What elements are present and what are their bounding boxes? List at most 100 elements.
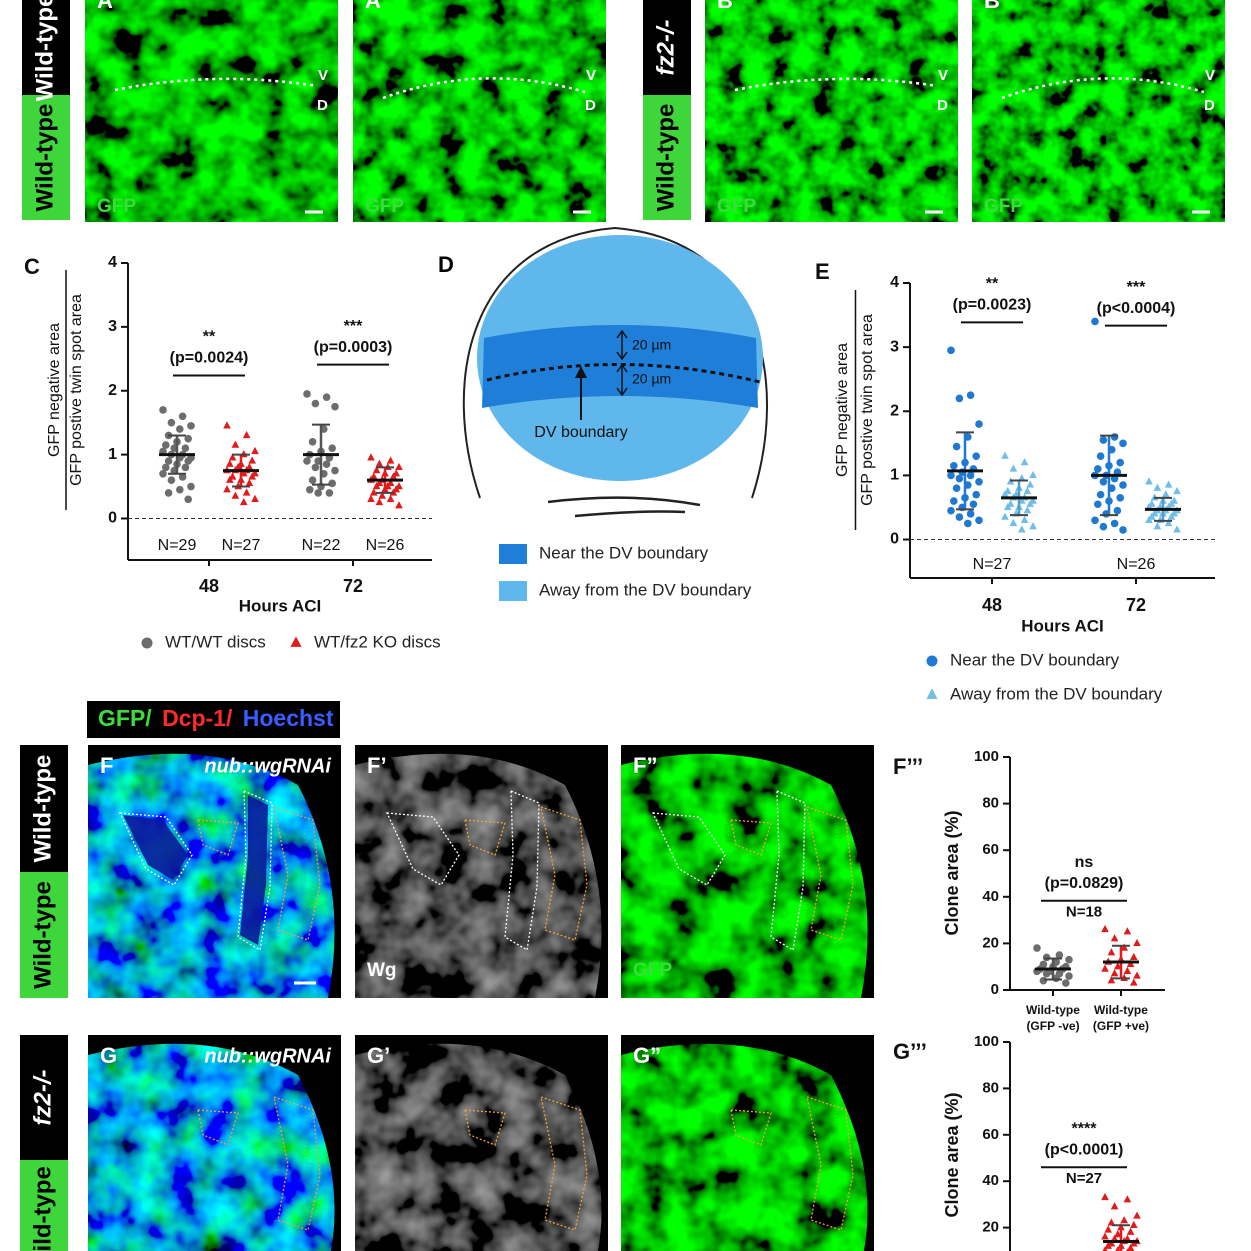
data-point <box>386 456 395 464</box>
data-point <box>231 491 240 499</box>
data-point <box>308 476 317 484</box>
data-point <box>1099 478 1108 486</box>
diagram-d: D 20 µm 20 µm DV boundary Near the DV bo… <box>438 226 768 601</box>
y-axis-label: GFP negative area <box>46 323 63 457</box>
data-point <box>1099 436 1108 444</box>
data-point <box>311 399 320 408</box>
data-point <box>178 412 187 421</box>
data-point <box>1145 515 1153 523</box>
data-point <box>1115 1246 1121 1251</box>
y-tick-label: 0 <box>991 981 999 998</box>
data-point <box>325 489 334 497</box>
data-point <box>1145 477 1153 485</box>
y-tick-label: 20 <box>982 934 999 951</box>
y-tick-label: 4 <box>890 274 899 291</box>
data-point <box>331 402 339 411</box>
micrograph <box>88 753 335 998</box>
label-bar-bottom <box>22 95 70 220</box>
label-bar-top <box>20 745 68 872</box>
data-point <box>372 481 381 490</box>
y-tick-label: 40 <box>982 888 999 905</box>
data-point <box>1120 943 1128 951</box>
arrow-heads <box>616 329 628 397</box>
data-point <box>245 478 254 487</box>
data-point <box>1126 1243 1135 1251</box>
data-point <box>1126 1248 1129 1251</box>
y-axis-label: GFP postive twin spot area <box>68 294 85 486</box>
panel-letter: C <box>24 254 40 279</box>
x-tick-label: 72 <box>1126 595 1146 615</box>
data-point <box>1153 522 1162 530</box>
micrograph <box>355 753 602 998</box>
legend-label: WT/WT discs <box>165 632 266 651</box>
panel-letter: D <box>438 252 454 277</box>
data-point <box>1104 1241 1112 1249</box>
data-point <box>1039 976 1048 985</box>
p-value: (p=0.0024) <box>170 350 249 367</box>
panel-letter: G’’’ <box>893 1039 927 1064</box>
stain-header: GFP/ Dcp-1/ Hoechst <box>98 705 334 731</box>
v-label: V <box>1205 67 1215 84</box>
panel-letter: A’ <box>365 0 386 13</box>
p-value: (p<0.0004) <box>1097 300 1176 317</box>
data-point <box>1173 486 1181 495</box>
label-bar-text: Wild-type <box>29 1166 56 1251</box>
data-point <box>378 491 386 499</box>
micrograph <box>355 1043 602 1251</box>
data-point <box>322 393 331 401</box>
significance-stars: *** <box>1127 279 1146 296</box>
data-point <box>964 519 972 528</box>
data-point <box>975 516 983 525</box>
data-point <box>1001 490 1009 498</box>
data-point <box>1133 1211 1141 1219</box>
data-point <box>375 497 384 506</box>
micrograph <box>85 0 338 222</box>
clone-outline <box>197 1096 321 1231</box>
micrograph <box>88 1043 335 1251</box>
data-point <box>226 475 234 483</box>
data-point <box>176 485 184 494</box>
data-point <box>223 421 231 429</box>
panel-letter: G” <box>633 1043 661 1068</box>
data-point <box>1110 433 1119 441</box>
significance-stars: ** <box>203 329 216 346</box>
data-point <box>1029 522 1037 530</box>
y-tick-label: 1 <box>108 446 117 463</box>
data-point <box>1091 317 1099 326</box>
label-bar-top <box>20 1035 68 1160</box>
stain-gfp: GFP/ <box>98 705 152 731</box>
clone-region <box>123 815 188 880</box>
clone-outline <box>464 1096 588 1231</box>
n-label: N=26 <box>366 537 405 554</box>
disc-folds <box>547 496 701 518</box>
data-point <box>314 489 323 497</box>
panel-letter: B <box>717 0 733 13</box>
x-axis-label: Hours ACI <box>239 596 322 615</box>
data-point <box>955 394 964 403</box>
clone-outline <box>385 790 540 952</box>
stain-header-bg <box>87 701 340 738</box>
data-point <box>966 391 975 400</box>
data-point <box>167 418 176 427</box>
data-point <box>176 425 184 433</box>
data-point <box>1130 1220 1138 1228</box>
legend-swatch <box>499 544 527 564</box>
panel-letter: G <box>100 1043 117 1068</box>
clone-outline <box>730 1096 854 1231</box>
x-tick-label: 72 <box>343 576 363 596</box>
data-point <box>966 471 975 480</box>
data-point <box>181 444 190 453</box>
data-point <box>178 473 187 481</box>
panel-letter: B’ <box>984 0 1006 13</box>
y-tick-label: 0 <box>108 510 117 527</box>
data-point <box>1116 458 1124 467</box>
data-point <box>1009 518 1018 527</box>
clone-outline <box>651 790 806 952</box>
panel-letter: F’’’ <box>893 754 923 779</box>
v-label: V <box>586 67 596 84</box>
data-point <box>290 636 302 647</box>
data-point <box>1133 971 1141 979</box>
data-point <box>1173 525 1181 533</box>
data-point <box>303 390 311 398</box>
